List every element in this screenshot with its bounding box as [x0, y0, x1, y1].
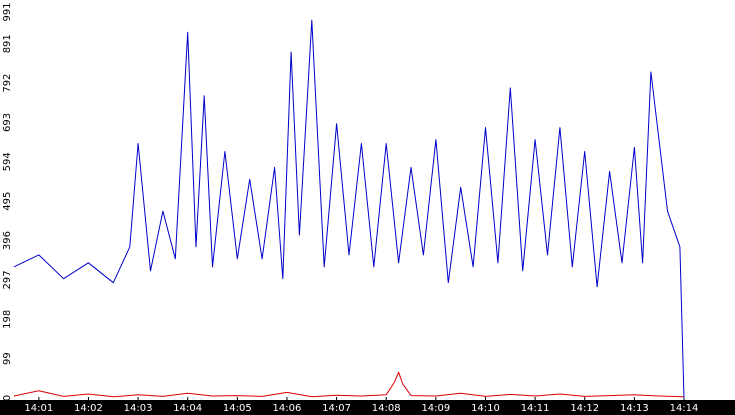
- x-axis-ticks: 14:01 14:02 14:03 14:04 14:05 14:06 14:07 14:08…: [24, 397, 698, 414]
- x-tick-label: 14:08: [372, 403, 401, 414]
- x-tick-label: 14:14: [670, 403, 699, 414]
- y-tick-label: 297: [2, 270, 13, 289]
- x-tick-label: 14:13: [620, 403, 649, 414]
- series-line-2: [13, 371, 685, 398]
- y-tick-label: 495: [2, 192, 13, 211]
- x-tick-label: 14:03: [124, 403, 153, 414]
- y-tick-label: 99: [2, 352, 13, 365]
- x-tick-label: 14:07: [322, 403, 351, 414]
- x-tick-label: 14:05: [223, 403, 252, 414]
- x-tick-label: 14:11: [521, 403, 550, 414]
- x-tick-label: 14:10: [471, 403, 500, 414]
- x-tick-label: 14:12: [570, 403, 599, 414]
- series-line-1: [13, 19, 685, 399]
- x-tick-label: 14:09: [421, 403, 450, 414]
- x-tick-label: 14:02: [74, 403, 103, 414]
- y-tick-label: 198: [2, 310, 13, 329]
- y-tick-label: 0: [2, 395, 13, 401]
- x-tick-label: 14:01: [24, 403, 53, 414]
- y-tick-label: 991: [2, 2, 13, 21]
- series-layer: [13, 19, 685, 399]
- y-tick-label: 792: [2, 74, 13, 93]
- x-tick-label: 14:06: [273, 403, 302, 414]
- y-tick-label: 891: [2, 34, 13, 53]
- y-tick-label: 693: [2, 113, 13, 132]
- y-axis-ticks: 0 99 198 297 396 495 594 693 792 891 991: [2, 2, 13, 401]
- x-axis-bar: [0, 400, 735, 415]
- y-tick-label: 594: [2, 152, 13, 171]
- x-tick-label: 14:04: [173, 403, 202, 414]
- y-tick-label: 396: [2, 231, 13, 250]
